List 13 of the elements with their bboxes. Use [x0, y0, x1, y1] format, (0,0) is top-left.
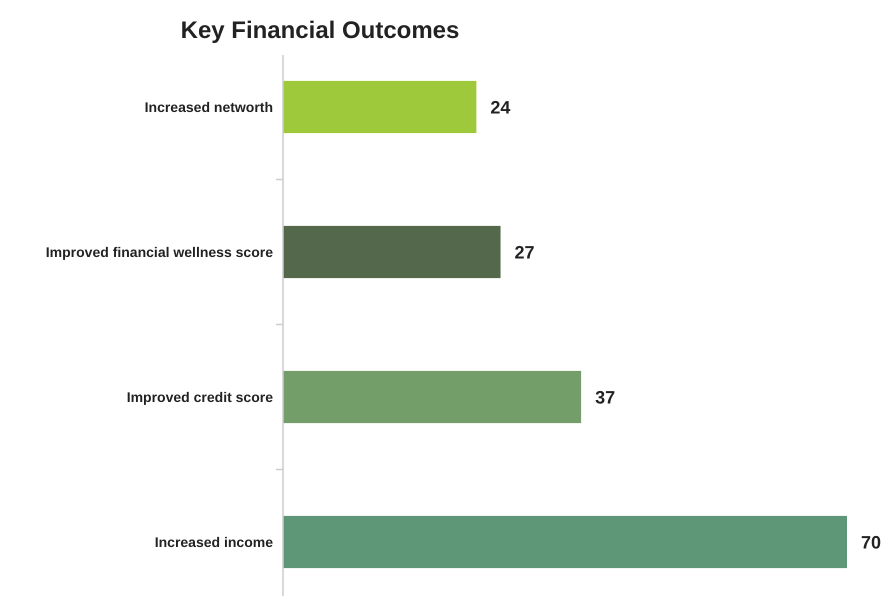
- bar: [283, 226, 501, 278]
- data-label: 70: [861, 532, 882, 552]
- y-tick-label: Increased networth: [144, 98, 273, 115]
- bar: [283, 80, 476, 134]
- data-label: 37: [595, 387, 616, 408]
- data-label: 27: [514, 242, 535, 262]
- bar: [283, 370, 582, 424]
- bar: [283, 516, 847, 568]
- y-tick-label: Increased income: [154, 534, 274, 550]
- y-tick-label: Improved financial wellness score: [46, 244, 274, 260]
- chart-title: Key Financial Outcomes: [180, 17, 460, 44]
- data-label: 24: [490, 97, 510, 118]
- y-tick-label: Improved credit score: [126, 388, 274, 405]
